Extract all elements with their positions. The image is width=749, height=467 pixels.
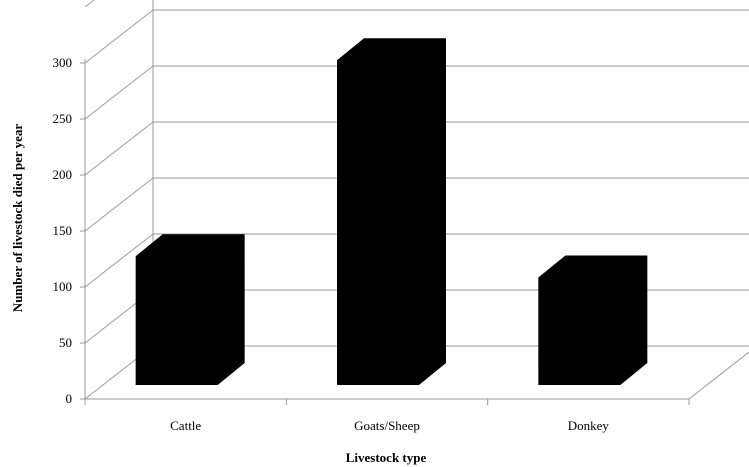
y-tick-label: 50 <box>59 335 72 350</box>
bar-goats-sheep <box>337 38 446 385</box>
x-axis-title: Livestock type <box>346 450 427 465</box>
bar-cattle <box>135 234 245 385</box>
gridline-diagonal <box>84 0 95 8</box>
x-tick-label: Cattle <box>170 418 201 433</box>
x-tick-label: Goats/Sheep <box>354 418 420 433</box>
gridline-diagonal <box>84 121 154 176</box>
chart-labels: 0 50 100 150 200 250 300 Cattle Goats/Sheep Donke… <box>53 55 610 433</box>
gridline-diagonal <box>84 177 154 232</box>
y-tick-label: 0 <box>66 391 73 406</box>
y-tick-label: 250 <box>53 111 73 126</box>
y-tick-label: 150 <box>53 223 73 238</box>
bar-donkey <box>538 255 648 385</box>
floor-right-edge <box>688 351 749 400</box>
gridline-diagonal <box>84 9 154 64</box>
chart-axes <box>80 59 690 405</box>
y-tick-label: 300 <box>53 55 73 70</box>
y-tick-label: 200 <box>53 167 73 182</box>
y-tick-label: 100 <box>53 279 73 294</box>
chart-bars <box>135 38 648 385</box>
gridline-diagonal <box>84 233 154 288</box>
x-tick-label: Donkey <box>568 418 610 433</box>
gridline-diagonal <box>84 65 154 120</box>
y-axis-title: Number of livestock died per year <box>10 124 25 313</box>
chart-gridlines <box>84 0 749 400</box>
